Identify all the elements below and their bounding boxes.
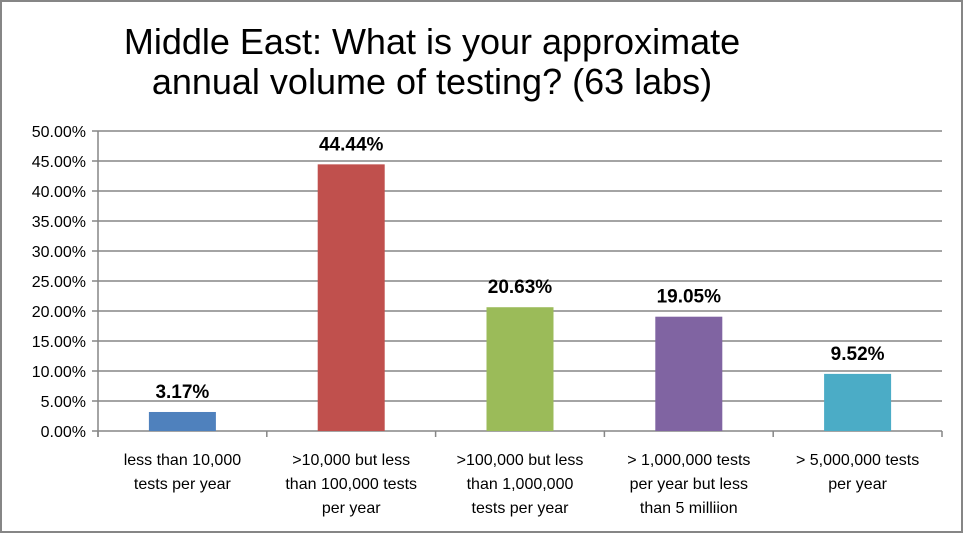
y-tick-label: 25.00% (32, 274, 86, 291)
x-category-label: tests per year (134, 476, 232, 493)
y-tick-label: 30.00% (32, 244, 86, 261)
x-category-label: per year (322, 500, 381, 517)
y-tick-label: 50.00% (32, 124, 86, 141)
y-tick-label: 45.00% (32, 154, 86, 171)
x-category-label: than 100,000 tests (285, 476, 417, 493)
chart-title-line-1: Middle East: What is your approximate (123, 21, 741, 62)
y-tick-label: 20.00% (32, 304, 86, 321)
x-category-label: > 1,000,000 tests (627, 452, 750, 469)
data-label: 19.05% (657, 287, 722, 308)
x-category-label: than 5 milliion (640, 500, 738, 517)
y-tick-label: 15.00% (32, 334, 86, 351)
bar (317, 164, 385, 432)
bar (655, 316, 723, 431)
data-label: 44.44% (319, 134, 384, 155)
bar (486, 307, 554, 431)
chart-title-line-2: annual volume of testing? (63 labs) (151, 61, 713, 102)
x-category-label: than 1,000,000 (467, 476, 574, 493)
x-category-label: less than 10,000 (124, 452, 242, 469)
x-category-label: >100,000 but less (457, 452, 584, 469)
chart-title: Middle East: What is your approximate an… (62, 22, 802, 102)
x-category-label: >10,000 but less (292, 452, 410, 469)
y-tick-label: 40.00% (32, 184, 86, 201)
x-category-label: tests per year (472, 500, 570, 517)
x-category-label: per year (828, 476, 887, 493)
y-tick-label: 5.00% (41, 394, 86, 411)
x-category-label: per year but less (630, 476, 748, 493)
bar (148, 411, 216, 431)
data-label: 9.52% (831, 344, 885, 365)
y-tick-label: 0.00% (41, 424, 86, 441)
bar (824, 373, 892, 431)
y-tick-label: 10.00% (32, 364, 86, 381)
data-label: 20.63% (488, 277, 553, 298)
x-category-label: > 5,000,000 tests (796, 452, 919, 469)
y-tick-label: 35.00% (32, 214, 86, 231)
data-label: 3.17% (155, 382, 209, 403)
